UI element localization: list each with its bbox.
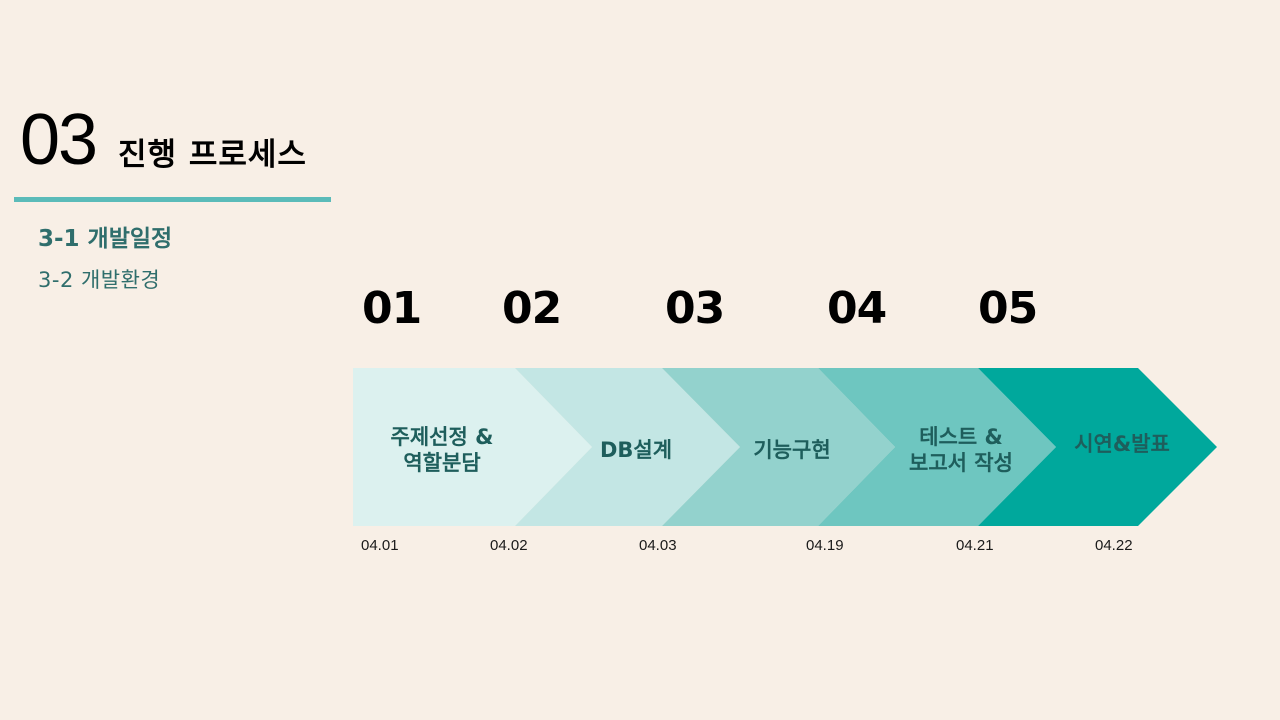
date-step-02: 04.02: [490, 537, 528, 554]
chevron-step-02: [515, 368, 740, 526]
step-label-01: 주제선정 & 역할분담: [391, 424, 494, 477]
step-label-05: 시연&발표: [1074, 431, 1170, 457]
title-underline: [14, 197, 331, 202]
step-label-05-line-1: 시연&발표: [1074, 431, 1170, 456]
step-label-01-line-1: 주제선정 &: [390, 424, 494, 449]
date-step-03: 04.03: [639, 537, 677, 554]
chevron-step-04: [818, 368, 1056, 526]
step-label-02: DB설계: [600, 437, 672, 463]
step-label-04: 테스트 & 보고서 작성: [909, 424, 1013, 477]
date-end: 04.22: [1095, 537, 1133, 554]
date-step-05: 04.21: [956, 537, 994, 554]
sub-section-dev-schedule[interactable]: 3-1 개발일정: [38, 226, 173, 252]
step-number-04: 04: [827, 283, 887, 334]
step-label-03: 기능구현: [753, 437, 830, 463]
section-title: 진행 프로세스: [118, 137, 307, 173]
step-number-05: 05: [978, 283, 1038, 334]
section-number: 03: [20, 100, 98, 180]
chevron-step-01: [353, 368, 592, 526]
step-number-01: 01: [362, 283, 422, 334]
chevron-step-03: [662, 368, 895, 526]
sub-section-dev-environment[interactable]: 3-2 개발환경: [38, 268, 161, 292]
step-label-04-line-1: 테스트 &: [919, 424, 1003, 449]
step-number-03: 03: [665, 283, 725, 334]
chevron-step-05: [978, 368, 1217, 526]
step-label-01-line-2: 역할분담: [403, 451, 481, 475]
step-label-02-line-1: DB설계: [599, 437, 673, 462]
sub-section-nav: 3-1 개발일정 3-2 개발환경: [38, 228, 172, 291]
date-step-04: 04.19: [806, 537, 844, 554]
step-number-02: 02: [502, 283, 562, 334]
step-label-03-line-1: 기능구현: [753, 437, 831, 462]
step-label-04-line-2: 보고서 작성: [909, 451, 1013, 475]
date-step-01: 04.01: [361, 537, 399, 554]
